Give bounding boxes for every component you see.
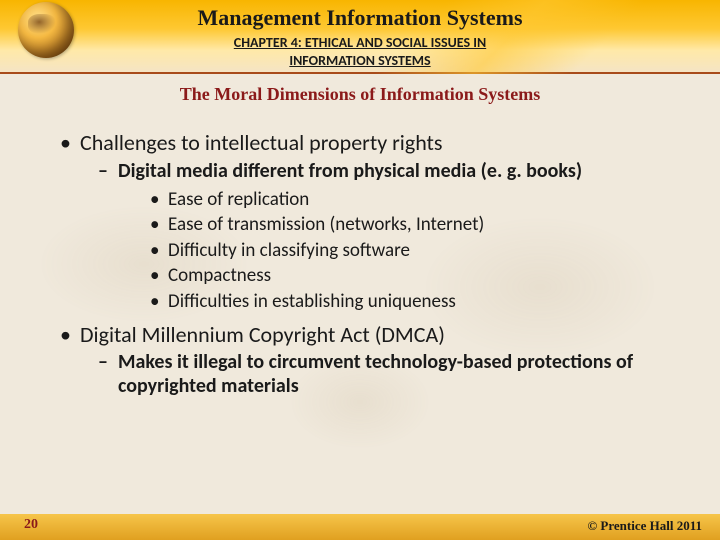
course-title: Management Information Systems bbox=[0, 5, 720, 31]
chapter-line2: INFORMATION SYSTEMS bbox=[289, 52, 430, 69]
section-subtitle: The Moral Dimensions of Information Syst… bbox=[0, 84, 720, 105]
chapter-label: CHAPTER 4: ETHICAL AND SOCIAL ISSUES IN … bbox=[0, 34, 720, 69]
chapter-line1: CHAPTER 4: ETHICAL AND SOCIAL ISSUES IN bbox=[234, 34, 486, 51]
sub-uniqueness: Difficulties in establishing uniqueness bbox=[150, 289, 684, 315]
slide-footer: 20 © Prentice Hall 2011 bbox=[0, 514, 720, 540]
sub-classifying: Difficulty in classifying software bbox=[150, 238, 684, 264]
bullet-digital-media: Digital media different from physical me… bbox=[98, 159, 684, 183]
page-number: 20 bbox=[24, 517, 38, 533]
copyright-text: © Prentice Hall 2011 bbox=[587, 518, 702, 534]
bullet-dmca-illegal: Makes it illegal to circumvent technolog… bbox=[98, 350, 684, 398]
bullet-dmca: Digital Millennium Copyright Act (DMCA) bbox=[60, 321, 684, 349]
slide-content: Challenges to intellectual property righ… bbox=[0, 105, 720, 398]
slide-header: Management Information Systems CHAPTER 4… bbox=[0, 0, 720, 74]
sub-compactness: Compactness bbox=[150, 263, 684, 289]
sub-transmission: Ease of transmission (networks, Internet… bbox=[150, 212, 684, 238]
sub-bullets-group: Ease of replication Ease of transmission… bbox=[36, 187, 684, 315]
sub-replication: Ease of replication bbox=[150, 187, 684, 213]
bullet-ip-challenges: Challenges to intellectual property righ… bbox=[60, 129, 684, 157]
